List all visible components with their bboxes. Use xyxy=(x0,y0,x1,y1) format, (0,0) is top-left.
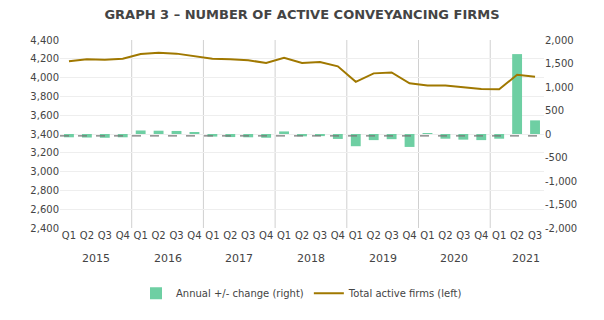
svg-text:3,800: 3,800 xyxy=(30,91,59,102)
svg-text:Q3: Q3 xyxy=(169,230,183,241)
svg-text:Q1: Q1 xyxy=(277,230,291,241)
svg-text:Q1: Q1 xyxy=(420,230,434,241)
svg-text:4,400: 4,400 xyxy=(30,35,59,46)
svg-text:Q4: Q4 xyxy=(187,230,201,241)
svg-text:2018: 2018 xyxy=(297,252,325,265)
svg-text:2019: 2019 xyxy=(369,252,397,265)
svg-text:4,200: 4,200 xyxy=(30,53,59,64)
svg-text:4,000: 4,000 xyxy=(30,72,59,83)
svg-text:Q2: Q2 xyxy=(223,230,237,241)
svg-text:Q3: Q3 xyxy=(313,230,327,241)
svg-text:2,400: 2,400 xyxy=(30,223,59,234)
svg-text:3,600: 3,600 xyxy=(30,110,59,121)
svg-text:GRAPH 3 – NUMBER OF ACTIVE CON: GRAPH 3 – NUMBER OF ACTIVE CONVEYANCING … xyxy=(104,7,499,22)
svg-text:Q1: Q1 xyxy=(492,230,506,241)
svg-text:Q2: Q2 xyxy=(438,230,452,241)
svg-text:2,800: 2,800 xyxy=(30,185,59,196)
svg-text:2,600: 2,600 xyxy=(30,204,59,215)
svg-text:-500: -500 xyxy=(545,152,568,163)
svg-text:-1,000: -1,000 xyxy=(545,176,577,187)
svg-text:-2,000: -2,000 xyxy=(545,223,577,234)
svg-text:Q3: Q3 xyxy=(385,230,399,241)
svg-text:Annual +/- change (right): Annual +/- change (right) xyxy=(176,288,304,299)
svg-text:Q4: Q4 xyxy=(331,230,345,241)
svg-text:2,000: 2,000 xyxy=(545,35,574,46)
svg-text:Total active firms (left): Total active firms (left) xyxy=(348,288,462,299)
svg-text:Q4: Q4 xyxy=(402,230,416,241)
svg-text:Q3: Q3 xyxy=(98,230,112,241)
svg-text:1,500: 1,500 xyxy=(545,58,574,69)
svg-text:500: 500 xyxy=(545,105,564,116)
svg-text:Q3: Q3 xyxy=(456,230,470,241)
svg-text:3,000: 3,000 xyxy=(30,166,59,177)
svg-text:Q4: Q4 xyxy=(116,230,130,241)
svg-text:0: 0 xyxy=(545,129,551,140)
svg-text:3,400: 3,400 xyxy=(30,129,59,140)
svg-text:2015: 2015 xyxy=(82,252,110,265)
svg-text:Q1: Q1 xyxy=(134,230,148,241)
svg-text:Q2: Q2 xyxy=(510,230,524,241)
svg-text:2021: 2021 xyxy=(512,252,540,265)
svg-text:Q2: Q2 xyxy=(295,230,309,241)
svg-text:Q1: Q1 xyxy=(205,230,219,241)
svg-text:Q1: Q1 xyxy=(349,230,363,241)
svg-text:3,200: 3,200 xyxy=(30,147,59,158)
svg-text:2017: 2017 xyxy=(225,252,253,265)
svg-text:2020: 2020 xyxy=(440,252,468,265)
svg-text:Q2: Q2 xyxy=(367,230,381,241)
svg-text:Q2: Q2 xyxy=(80,230,94,241)
svg-text:Q3: Q3 xyxy=(528,230,542,241)
svg-text:-1,500: -1,500 xyxy=(545,199,577,210)
svg-text:Q1: Q1 xyxy=(62,230,76,241)
svg-text:1,000: 1,000 xyxy=(545,82,574,93)
svg-text:Q2: Q2 xyxy=(151,230,165,241)
svg-text:Q3: Q3 xyxy=(241,230,255,241)
svg-text:2016: 2016 xyxy=(154,252,182,265)
svg-text:Q4: Q4 xyxy=(474,230,488,241)
svg-text:Q4: Q4 xyxy=(259,230,273,241)
